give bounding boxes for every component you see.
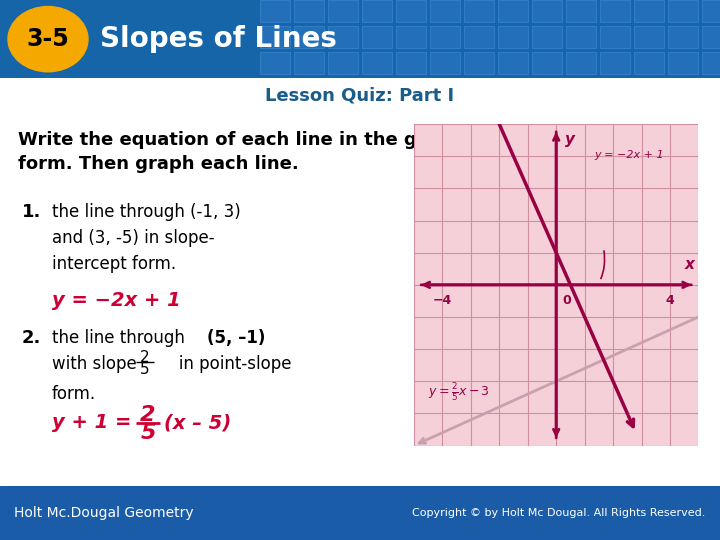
Text: Holt Mc.Dougal Geometry: Holt Mc.Dougal Geometry (14, 506, 194, 520)
Bar (532, 52, 562, 75)
Bar (634, 0, 664, 22)
Bar (668, 26, 698, 48)
Text: Write the equation of each line in the given
form. Then graph each line.: Write the equation of each line in the g… (18, 131, 459, 173)
Text: Copyright © by Holt Mc Dougal. All Rights Reserved.: Copyright © by Holt Mc Dougal. All Right… (413, 508, 706, 518)
Bar (294, 26, 324, 48)
Bar (600, 0, 630, 22)
Text: y: y (564, 132, 575, 147)
Bar (260, 0, 290, 22)
Bar (634, 26, 664, 48)
Text: x: x (685, 257, 695, 272)
Text: the line through: the line through (52, 329, 190, 347)
Bar (464, 26, 494, 48)
Bar (396, 0, 426, 22)
Bar (260, 26, 290, 48)
Text: y + 1 =: y + 1 = (52, 413, 138, 432)
Text: 5: 5 (140, 423, 156, 443)
Bar (362, 26, 392, 48)
Bar (396, 26, 426, 48)
Bar (498, 0, 528, 22)
Text: Lesson Quiz: Part I: Lesson Quiz: Part I (266, 87, 454, 105)
Text: (x – 5): (x – 5) (164, 413, 231, 432)
Bar (532, 0, 562, 22)
Text: $y = \frac{2}{5}x - 3$: $y = \frac{2}{5}x - 3$ (428, 381, 490, 403)
Bar (430, 26, 460, 48)
Text: 3-5: 3-5 (27, 27, 69, 51)
Bar (328, 26, 358, 48)
Bar (634, 52, 664, 75)
Text: 1.: 1. (22, 203, 41, 221)
Text: Slopes of Lines: Slopes of Lines (100, 25, 337, 53)
Bar (464, 52, 494, 75)
Bar (362, 0, 392, 22)
Bar (328, 52, 358, 75)
Bar (668, 0, 698, 22)
Bar (566, 52, 596, 75)
Bar (260, 52, 290, 75)
Bar (668, 52, 698, 75)
Bar (532, 26, 562, 48)
Bar (702, 26, 720, 48)
Bar (566, 26, 596, 48)
Text: with slope        in point-slope: with slope in point-slope (52, 355, 292, 373)
Bar (702, 0, 720, 22)
Text: 4: 4 (665, 294, 675, 307)
Bar (430, 0, 460, 22)
Bar (498, 26, 528, 48)
Text: y = −2x + 1: y = −2x + 1 (595, 150, 665, 160)
Bar (430, 52, 460, 75)
Bar (600, 52, 630, 75)
Bar (396, 52, 426, 75)
Text: 0: 0 (562, 294, 571, 307)
Text: 5: 5 (140, 362, 150, 377)
Bar (362, 52, 392, 75)
Bar (294, 52, 324, 75)
Bar (328, 0, 358, 22)
Bar (464, 0, 494, 22)
Ellipse shape (8, 6, 88, 72)
Text: 2: 2 (140, 350, 150, 365)
Text: (5, –1): (5, –1) (207, 329, 266, 347)
Bar (294, 0, 324, 22)
Bar (498, 52, 528, 75)
Text: 2: 2 (140, 405, 156, 425)
Bar (702, 52, 720, 75)
Text: the line through (-1, 3)
and (3, -5) in slope-
intercept form.: the line through (-1, 3) and (3, -5) in … (52, 203, 240, 273)
Text: form.: form. (52, 385, 96, 403)
Bar (566, 0, 596, 22)
Text: 2.: 2. (22, 329, 41, 347)
Text: −4: −4 (433, 294, 452, 307)
Bar (600, 26, 630, 48)
Text: y = −2x + 1: y = −2x + 1 (52, 291, 181, 310)
